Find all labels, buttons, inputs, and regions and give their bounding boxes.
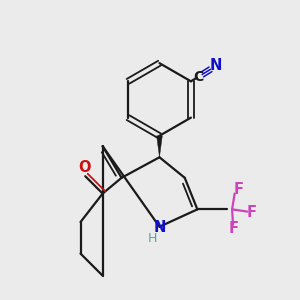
Text: N: N xyxy=(210,58,222,73)
Text: F: F xyxy=(233,182,243,197)
Text: H: H xyxy=(148,232,157,245)
Text: F: F xyxy=(229,221,239,236)
Text: N: N xyxy=(153,220,166,235)
Polygon shape xyxy=(157,136,162,157)
Text: F: F xyxy=(247,205,257,220)
Text: C: C xyxy=(193,70,203,84)
Text: O: O xyxy=(78,160,91,175)
